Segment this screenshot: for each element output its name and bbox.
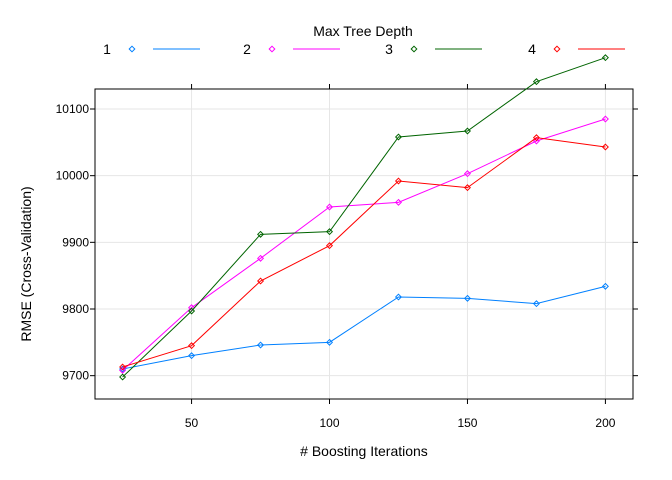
plot-frame — [94, 88, 634, 400]
data-point-depth-4 — [326, 242, 334, 250]
x-tick-label: 150 — [457, 416, 477, 430]
data-point-depth-4 — [463, 184, 471, 192]
data-point-depth-2 — [394, 198, 402, 206]
legend-label: 1 — [103, 41, 111, 57]
series-line-depth-4 — [122, 137, 606, 368]
data-point-depth-4 — [188, 342, 196, 350]
data-point-depth-4 — [119, 363, 127, 371]
legend-marker — [128, 45, 136, 53]
data-point-depth-2 — [601, 115, 609, 123]
data-point-depth-1 — [532, 300, 540, 308]
x-tick-label: 200 — [595, 416, 615, 430]
legend-marker — [553, 45, 561, 53]
x-axis-title: # Boosting Iterations — [300, 443, 428, 459]
data-point-depth-2 — [119, 366, 127, 374]
data-point-depth-2 — [532, 137, 540, 145]
y-tick-label: 9800 — [62, 302, 89, 316]
data-point-depth-3 — [463, 127, 471, 135]
data-point-depth-1 — [188, 352, 196, 360]
data-point-depth-4 — [601, 143, 609, 151]
data-point-depth-3 — [601, 54, 609, 62]
legend-label: 4 — [528, 41, 536, 57]
data-point-depth-1 — [601, 282, 609, 290]
legend-label: 2 — [243, 41, 251, 57]
series-line-depth-3 — [122, 57, 606, 378]
data-point-depth-3 — [394, 133, 402, 141]
y-axis-title: RMSE (Cross-Validation) — [18, 186, 34, 341]
data-point-depth-2 — [257, 254, 265, 262]
data-point-depth-2 — [463, 170, 471, 178]
y-tick-label: 10000 — [56, 169, 90, 183]
legend-title: Max Tree Depth — [313, 23, 413, 39]
x-tick-label: 50 — [185, 416, 199, 430]
x-tick-label: 100 — [319, 416, 339, 430]
series-line-depth-1 — [122, 285, 606, 370]
data-point-depth-2 — [326, 203, 334, 211]
data-point-depth-1 — [394, 293, 402, 301]
data-point-depth-3 — [119, 373, 127, 381]
data-point-depth-3 — [532, 78, 540, 86]
y-tick-label: 10100 — [56, 102, 90, 116]
data-point-depth-1 — [463, 294, 471, 302]
plot-area — [119, 54, 609, 381]
legend: Max Tree Depth 1 2 3 4 — [103, 23, 625, 57]
axes: 50 100 150 200 9700 9800 9900 10000 10100 — [56, 84, 638, 430]
data-point-depth-4 — [394, 177, 402, 185]
legend-marker — [268, 45, 276, 53]
data-point-depth-4 — [532, 134, 540, 142]
legend-marker — [410, 45, 418, 53]
y-tick-label: 9700 — [62, 369, 89, 383]
data-point-depth-1 — [257, 341, 265, 349]
data-point-depth-1 — [326, 338, 334, 346]
series-line-depth-2 — [122, 118, 606, 371]
y-tick-label: 9900 — [62, 235, 89, 249]
grid — [95, 89, 633, 399]
data-point-depth-3 — [257, 230, 265, 238]
data-point-depth-3 — [188, 307, 196, 315]
data-point-depth-4 — [257, 277, 265, 285]
data-point-depth-3 — [326, 228, 334, 236]
legend-label: 3 — [385, 41, 393, 57]
